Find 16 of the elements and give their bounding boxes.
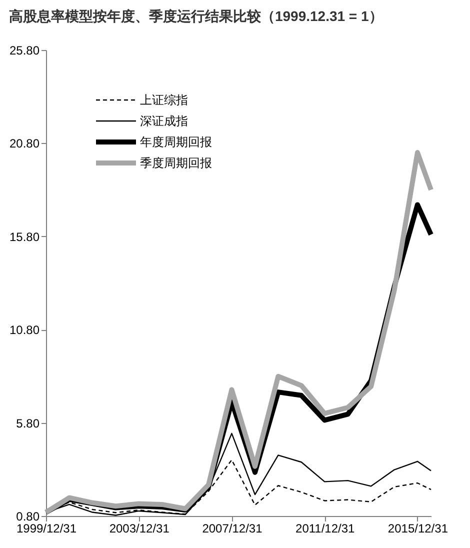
x-tick-label: 2003/12/31 <box>109 522 170 536</box>
legend-label: 上证综指 <box>140 93 188 107</box>
legend-label: 季度周期回报 <box>140 156 212 170</box>
y-tick-label: 5.80 <box>16 416 40 430</box>
y-tick-label: 20.80 <box>9 136 40 151</box>
x-tick-label: 2007/12/31 <box>202 522 263 536</box>
x-tick-label: 2015/12/31 <box>388 522 448 536</box>
legend-label: 深证成指 <box>140 114 188 128</box>
y-tick-label: 0.80 <box>16 510 40 524</box>
x-tick-label: 2011/12/31 <box>296 522 356 536</box>
chart-title: 高股息率模型按年度、季度运行结果比较（1999.12.31 = 1） <box>8 8 383 24</box>
legend-label: 年度周期回报 <box>140 135 212 149</box>
y-tick-label: 25.80 <box>9 44 40 58</box>
x-tick-label: 1999/12/31 <box>16 522 77 536</box>
y-tick-label: 15.80 <box>9 230 40 244</box>
y-tick-label: 10.80 <box>9 323 40 338</box>
